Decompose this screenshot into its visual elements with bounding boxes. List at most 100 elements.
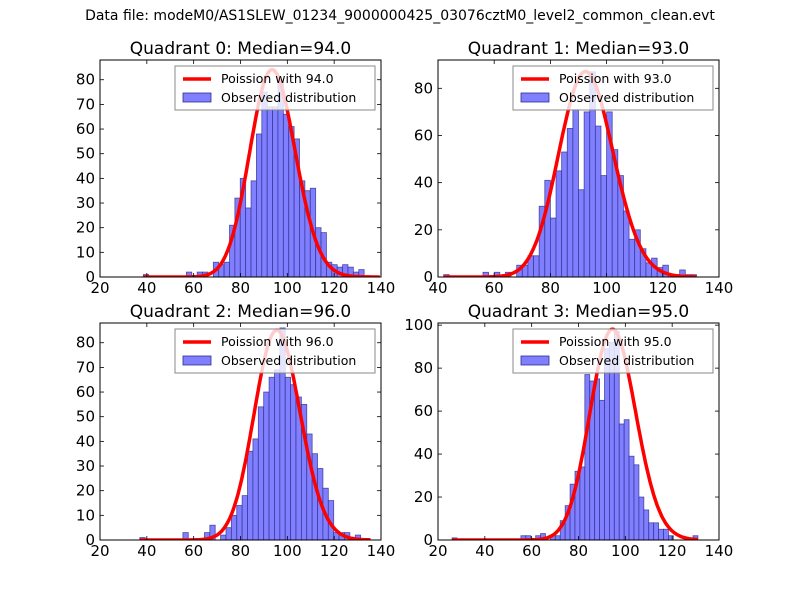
y-tick-label: 20 (414, 221, 433, 239)
legend-label-poisson: Poission with 95.0 (559, 334, 672, 349)
plot-area (451, 327, 699, 540)
x-tick-label: 20 (90, 279, 109, 297)
legend: Poission with 94.0 Observed distribution (174, 65, 376, 111)
histogram-bar (261, 91, 268, 277)
histogram-bar (268, 376, 275, 540)
histogram-bar (550, 217, 557, 277)
histogram-bar (555, 170, 563, 277)
histogram-bar (250, 180, 257, 277)
histogram-bar (633, 464, 640, 540)
legend: Poission with 96.0 Observed distribution (174, 328, 376, 374)
histogram-bar (572, 109, 579, 277)
y-tick-label: 0 (423, 268, 433, 286)
y-tick-label: 0 (85, 531, 95, 549)
histogram-bar (579, 466, 586, 540)
histogram-bar (225, 527, 232, 540)
legend-label-observed: Observed distribution (559, 90, 694, 105)
histogram-bar (257, 406, 265, 540)
histogram-bar (628, 238, 636, 277)
histogram-bar (663, 528, 669, 540)
histogram-bar (643, 509, 650, 540)
y-tick-label: 60 (76, 120, 95, 138)
histogram-bar (272, 106, 279, 277)
y-tick-label: 60 (76, 383, 95, 401)
subplot-quadrant-0: Quadrant 0: Median=94.020 40 60 80 100 120 140… (76, 39, 395, 297)
histogram-bar (600, 175, 607, 277)
x-tick-label: 20 (90, 542, 109, 560)
y-tick-label: 100 (404, 316, 433, 334)
histogram-bar (220, 534, 227, 540)
y-tick-label: 80 (76, 334, 95, 352)
y-tick-label: 40 (414, 174, 433, 192)
legend-box (512, 65, 714, 111)
histogram-bar (266, 106, 273, 277)
histogram-bar (236, 505, 243, 540)
plot-area (139, 327, 372, 540)
histogram-bar (533, 255, 540, 277)
histogram-bar (566, 128, 574, 277)
legend-label-observed: Observed distribution (559, 353, 694, 368)
y-tick-label: 70 (76, 95, 95, 113)
legend-patch-swatch (520, 355, 550, 366)
histogram-bar (628, 455, 635, 540)
x-tick-label: 100 (273, 279, 302, 297)
histogram-bar (594, 125, 602, 277)
x-tick-label: 120 (648, 279, 677, 297)
histogram-bar (584, 374, 591, 540)
y-tick-label: 60 (414, 126, 433, 144)
y-tick-label: 50 (76, 145, 95, 163)
y-tick-label: 10 (76, 243, 95, 261)
subplot-quadrant-3: Quadrant 3: Median=95.0 20 40 60 80 100 120 140… (404, 302, 733, 560)
histogram-bar (245, 207, 252, 277)
x-tick-label: 60 (485, 279, 504, 297)
histogram-bar (256, 133, 263, 277)
histogram-bar (623, 419, 630, 540)
x-tick-label: 60 (522, 542, 541, 560)
histogram-bar (182, 532, 189, 540)
x-tick-label: 60 (184, 279, 203, 297)
y-tick-label: 80 (414, 359, 433, 377)
x-tick-label: 40 (137, 542, 156, 560)
axes-title: Quadrant 3: Median=95.0 (468, 302, 690, 322)
histogram-bar (653, 522, 659, 540)
y-tick-label: 20 (76, 482, 95, 500)
histogram-bar (578, 189, 585, 277)
y-tick-label: 80 (414, 79, 433, 97)
x-tick-label: 80 (231, 542, 250, 560)
x-tick-label: 80 (541, 279, 560, 297)
axes-title: Quadrant 2: Median=96.0 (130, 302, 352, 322)
histogram-bar (638, 496, 645, 540)
histogram-bar (311, 453, 318, 540)
histogram-bar (583, 111, 591, 277)
histogram-bar (604, 348, 610, 540)
x-tick-label: 100 (592, 279, 621, 297)
y-tick-label: 50 (76, 408, 95, 426)
legend-label-poisson: Poission with 93.0 (559, 71, 672, 86)
legend-box (512, 328, 714, 374)
figure-suptitle: Data file: modeM0/AS1SLEW_01234_90000004… (85, 8, 715, 24)
histogram-bar (668, 535, 674, 540)
y-tick-label: 40 (414, 445, 433, 463)
x-tick-label: 20 (428, 542, 447, 560)
x-tick-label: 40 (428, 279, 447, 297)
legend-patch-swatch (520, 92, 550, 103)
legend-box (174, 65, 376, 111)
histogram-bar (263, 391, 270, 540)
histogram-bar (252, 438, 259, 540)
histogram-bar (623, 210, 630, 277)
y-tick-label: 30 (76, 457, 95, 475)
histogram-bar (230, 514, 238, 540)
axes-title: Quadrant 1: Median=93.0 (468, 39, 690, 59)
histogram-bar (554, 535, 561, 540)
legend-label-observed: Observed distribution (221, 90, 356, 105)
x-tick-label: 80 (231, 279, 250, 297)
subplot-quadrant-2: Quadrant 2: Median=96.020 40 60 80 100 120 140… (76, 302, 395, 560)
x-tick-label: 100 (611, 542, 640, 560)
y-tick-label: 20 (76, 219, 95, 237)
x-tick-label: 40 (137, 279, 156, 297)
y-tick-label: 0 (423, 531, 433, 549)
x-tick-label: 140 (367, 279, 396, 297)
x-tick-label: 140 (705, 542, 734, 560)
histogram-bar (290, 384, 297, 540)
poisson-curve (139, 328, 372, 540)
